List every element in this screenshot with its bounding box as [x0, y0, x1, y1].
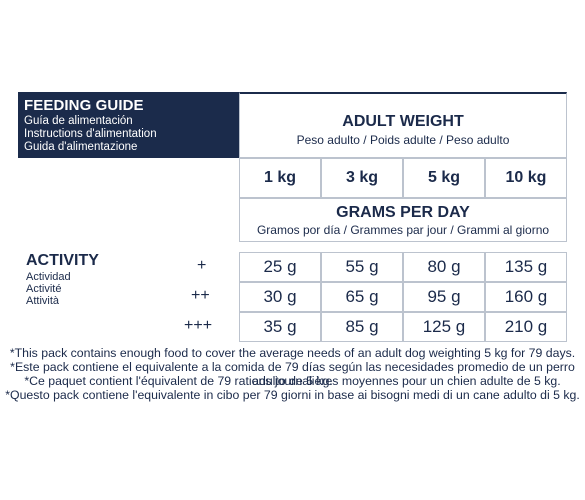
- adult-weight-header: ADULT WEIGHT Peso adulto / Poids adulte …: [239, 92, 567, 158]
- table-cell: 55 g: [321, 252, 403, 282]
- grams-value: 95 g: [427, 287, 461, 306]
- activity-level-low: +: [197, 257, 207, 274]
- table-cell: 95 g: [403, 282, 485, 312]
- weight-label: 5 kg: [427, 169, 460, 186]
- grams-value: 65 g: [345, 287, 379, 306]
- grams-value: 125 g: [422, 317, 466, 336]
- feeding-guide-es: Guía de alimentación: [24, 115, 133, 127]
- adult-weight-subtitle: Peso adulto / Poids adulte / Peso adulto: [296, 132, 510, 147]
- table-cell: 85 g: [321, 312, 403, 342]
- table-cell: 125 g: [403, 312, 485, 342]
- grams-value: 210 g: [504, 317, 548, 336]
- grams-value: 80 g: [427, 257, 461, 276]
- grams-value: 135 g: [504, 257, 548, 276]
- activity-it: Attività: [26, 295, 60, 307]
- feeding-guide-it: Guida d'alimentazione: [24, 141, 138, 153]
- footnote-fr: *Ce paquet contient l'équivalent de 79 r…: [24, 374, 561, 388]
- footnote-en: *This pack contains enough food to cover…: [9, 346, 576, 360]
- table-cell: 80 g: [403, 252, 485, 282]
- weight-label: 1 kg: [263, 169, 296, 186]
- footnote-it: *Questo pack contiene l'equivalente in c…: [5, 388, 580, 402]
- activity-level-medium: ++: [191, 287, 210, 304]
- grams-per-day-subtitle: Gramos por día / Grammes par jour / Gram…: [256, 222, 550, 237]
- activity-title: ACTIVITY: [26, 252, 99, 269]
- grams-value: 35 g: [263, 317, 297, 336]
- table-cell: 135 g: [485, 252, 567, 282]
- table-cell: 25 g: [239, 252, 321, 282]
- table-cell: 30 g: [239, 282, 321, 312]
- grams-value: 25 g: [263, 257, 297, 276]
- feeding-guide-fr: Instructions d'alimentation: [24, 128, 157, 140]
- grams-value: 55 g: [345, 257, 379, 276]
- weight-label: 10 kg: [505, 169, 547, 186]
- weight-label: 3 kg: [345, 169, 378, 186]
- weight-col-10kg: 10 kg: [485, 158, 567, 198]
- grams-per-day-header: GRAMS PER DAY Gramos por día / Grammes p…: [239, 198, 567, 242]
- adult-weight-title: ADULT WEIGHT: [342, 112, 464, 130]
- table-cell: 65 g: [321, 282, 403, 312]
- feeding-guide-header: FEEDING GUIDE Guía de alimentación Instr…: [18, 92, 239, 158]
- grams-per-day-title: GRAMS PER DAY: [336, 203, 470, 221]
- table-cell: 35 g: [239, 312, 321, 342]
- grams-value: 30 g: [263, 287, 297, 306]
- weight-col-1kg: 1 kg: [239, 158, 321, 198]
- weight-col-5kg: 5 kg: [403, 158, 485, 198]
- activity-fr: Activité: [26, 283, 62, 295]
- table-cell: 210 g: [485, 312, 567, 342]
- feeding-guide-title: FEEDING GUIDE: [24, 97, 144, 114]
- feeding-table: FEEDING GUIDE Guía de alimentación Instr…: [18, 92, 567, 342]
- activity-level-high: +++: [184, 317, 213, 334]
- weight-col-3kg: 3 kg: [321, 158, 403, 198]
- footnote-es: *Este pack contiene el equivalente a la …: [10, 360, 575, 388]
- table-cell: 160 g: [485, 282, 567, 312]
- grams-value: 160 g: [504, 287, 548, 306]
- activity-es: Actividad: [26, 271, 71, 283]
- grams-value: 85 g: [345, 317, 379, 336]
